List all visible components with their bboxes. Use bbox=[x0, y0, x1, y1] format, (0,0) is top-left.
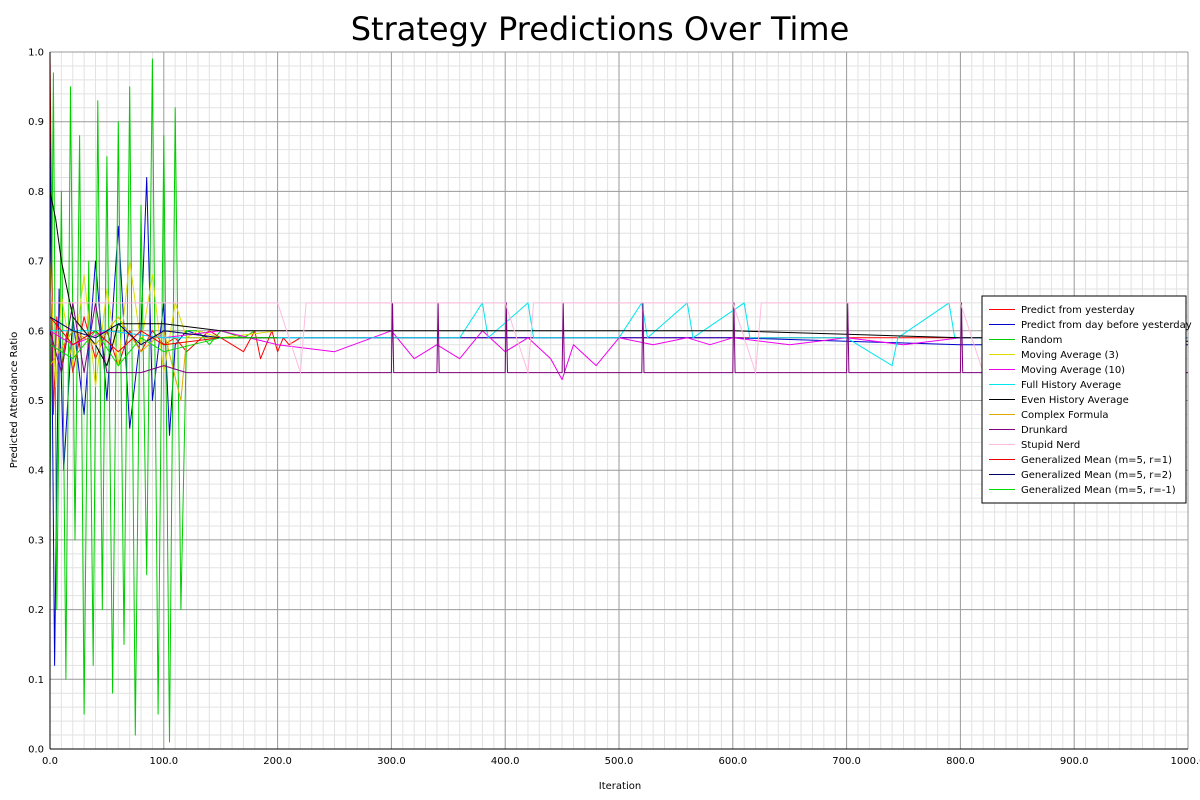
series-line-7 bbox=[49, 191, 1189, 367]
x-tick-label: 300.0 bbox=[377, 756, 406, 767]
legend-entry-label: Moving Average (3) bbox=[1021, 350, 1119, 361]
legend-box bbox=[981, 295, 1187, 504]
legend: Predict from yesterday Predict from day b… bbox=[981, 295, 1192, 504]
x-tick-label: 200.0 bbox=[263, 756, 292, 767]
x-axis-title: Iteration bbox=[599, 781, 641, 792]
legend-entry-label: Full History Average bbox=[1021, 380, 1121, 391]
y-tick-label: 0.9 bbox=[28, 117, 44, 128]
series-line-10 bbox=[50, 302, 1188, 374]
y-tick-label: 1.0 bbox=[28, 48, 44, 59]
legend-entry-label: Predict from yesterday bbox=[1021, 305, 1135, 316]
series-line-11 bbox=[49, 316, 278, 353]
series-layer bbox=[49, 51, 1189, 743]
major-grid bbox=[49, 51, 1189, 750]
x-tick-label: 100.0 bbox=[149, 756, 178, 767]
legend-entry-label: Generalized Mean (m=5, r=2) bbox=[1021, 470, 1172, 481]
y-axis-ticks: 0.0 0.1 0.2 0.3 0.4 0.5 0.6 0.7 0.8 0.9 1.0 bbox=[28, 48, 44, 756]
x-tick-label: 900.0 bbox=[1060, 756, 1089, 767]
y-tick-label: 0.3 bbox=[28, 535, 44, 546]
y-tick-label: 0.5 bbox=[28, 396, 44, 407]
y-tick-label: 0.0 bbox=[28, 745, 44, 756]
y-tick-label: 0.7 bbox=[28, 257, 44, 268]
y-tick-label: 0.8 bbox=[28, 187, 44, 198]
legend-entry-label: Generalized Mean (m=5, r=1) bbox=[1021, 455, 1172, 466]
x-tick-label: 500.0 bbox=[605, 756, 634, 767]
x-tick-label: 0.0 bbox=[42, 756, 58, 767]
legend-entry-label: Stupid Nerd bbox=[1021, 440, 1080, 451]
series-line-13 bbox=[49, 330, 278, 367]
y-tick-label: 0.6 bbox=[28, 326, 44, 337]
series-line-6 bbox=[50, 302, 1188, 367]
x-axis-ticks: 0.0 100.0 200.0 300.0 400.0 500.0 600.0 700.0 80… bbox=[42, 756, 1200, 767]
x-tick-label: 400.0 bbox=[491, 756, 520, 767]
series-line-12 bbox=[49, 316, 278, 346]
y-tick-label: 0.4 bbox=[28, 466, 44, 477]
y-tick-label: 0.1 bbox=[28, 675, 44, 686]
x-tick-label: 700.0 bbox=[832, 756, 861, 767]
legend-entry-label: Complex Formula bbox=[1021, 410, 1108, 421]
x-tick-label: 1000.0 bbox=[1171, 756, 1200, 767]
chart-title: Strategy Predictions Over Time bbox=[351, 10, 850, 48]
x-tick-label: 800.0 bbox=[946, 756, 975, 767]
legend-entry-label: Predict from day before yesterday bbox=[1021, 320, 1192, 331]
x-tick-label: 600.0 bbox=[718, 756, 747, 767]
legend-entry-label: Generalized Mean (m=5, r=-1) bbox=[1021, 485, 1176, 496]
series-line-3 bbox=[49, 58, 256, 743]
series-line-5 bbox=[49, 330, 1188, 381]
legend-entry-label: Random bbox=[1021, 335, 1062, 346]
y-tick-label: 0.2 bbox=[28, 605, 44, 616]
series-line-9 bbox=[49, 302, 1188, 374]
y-axis-title: Predicted Attendance Ratio bbox=[9, 332, 20, 468]
legend-entry-label: Even History Average bbox=[1021, 395, 1129, 406]
legend-entry-label: Drunkard bbox=[1021, 425, 1068, 436]
legend-entry-label: Moving Average (10) bbox=[1021, 365, 1125, 376]
